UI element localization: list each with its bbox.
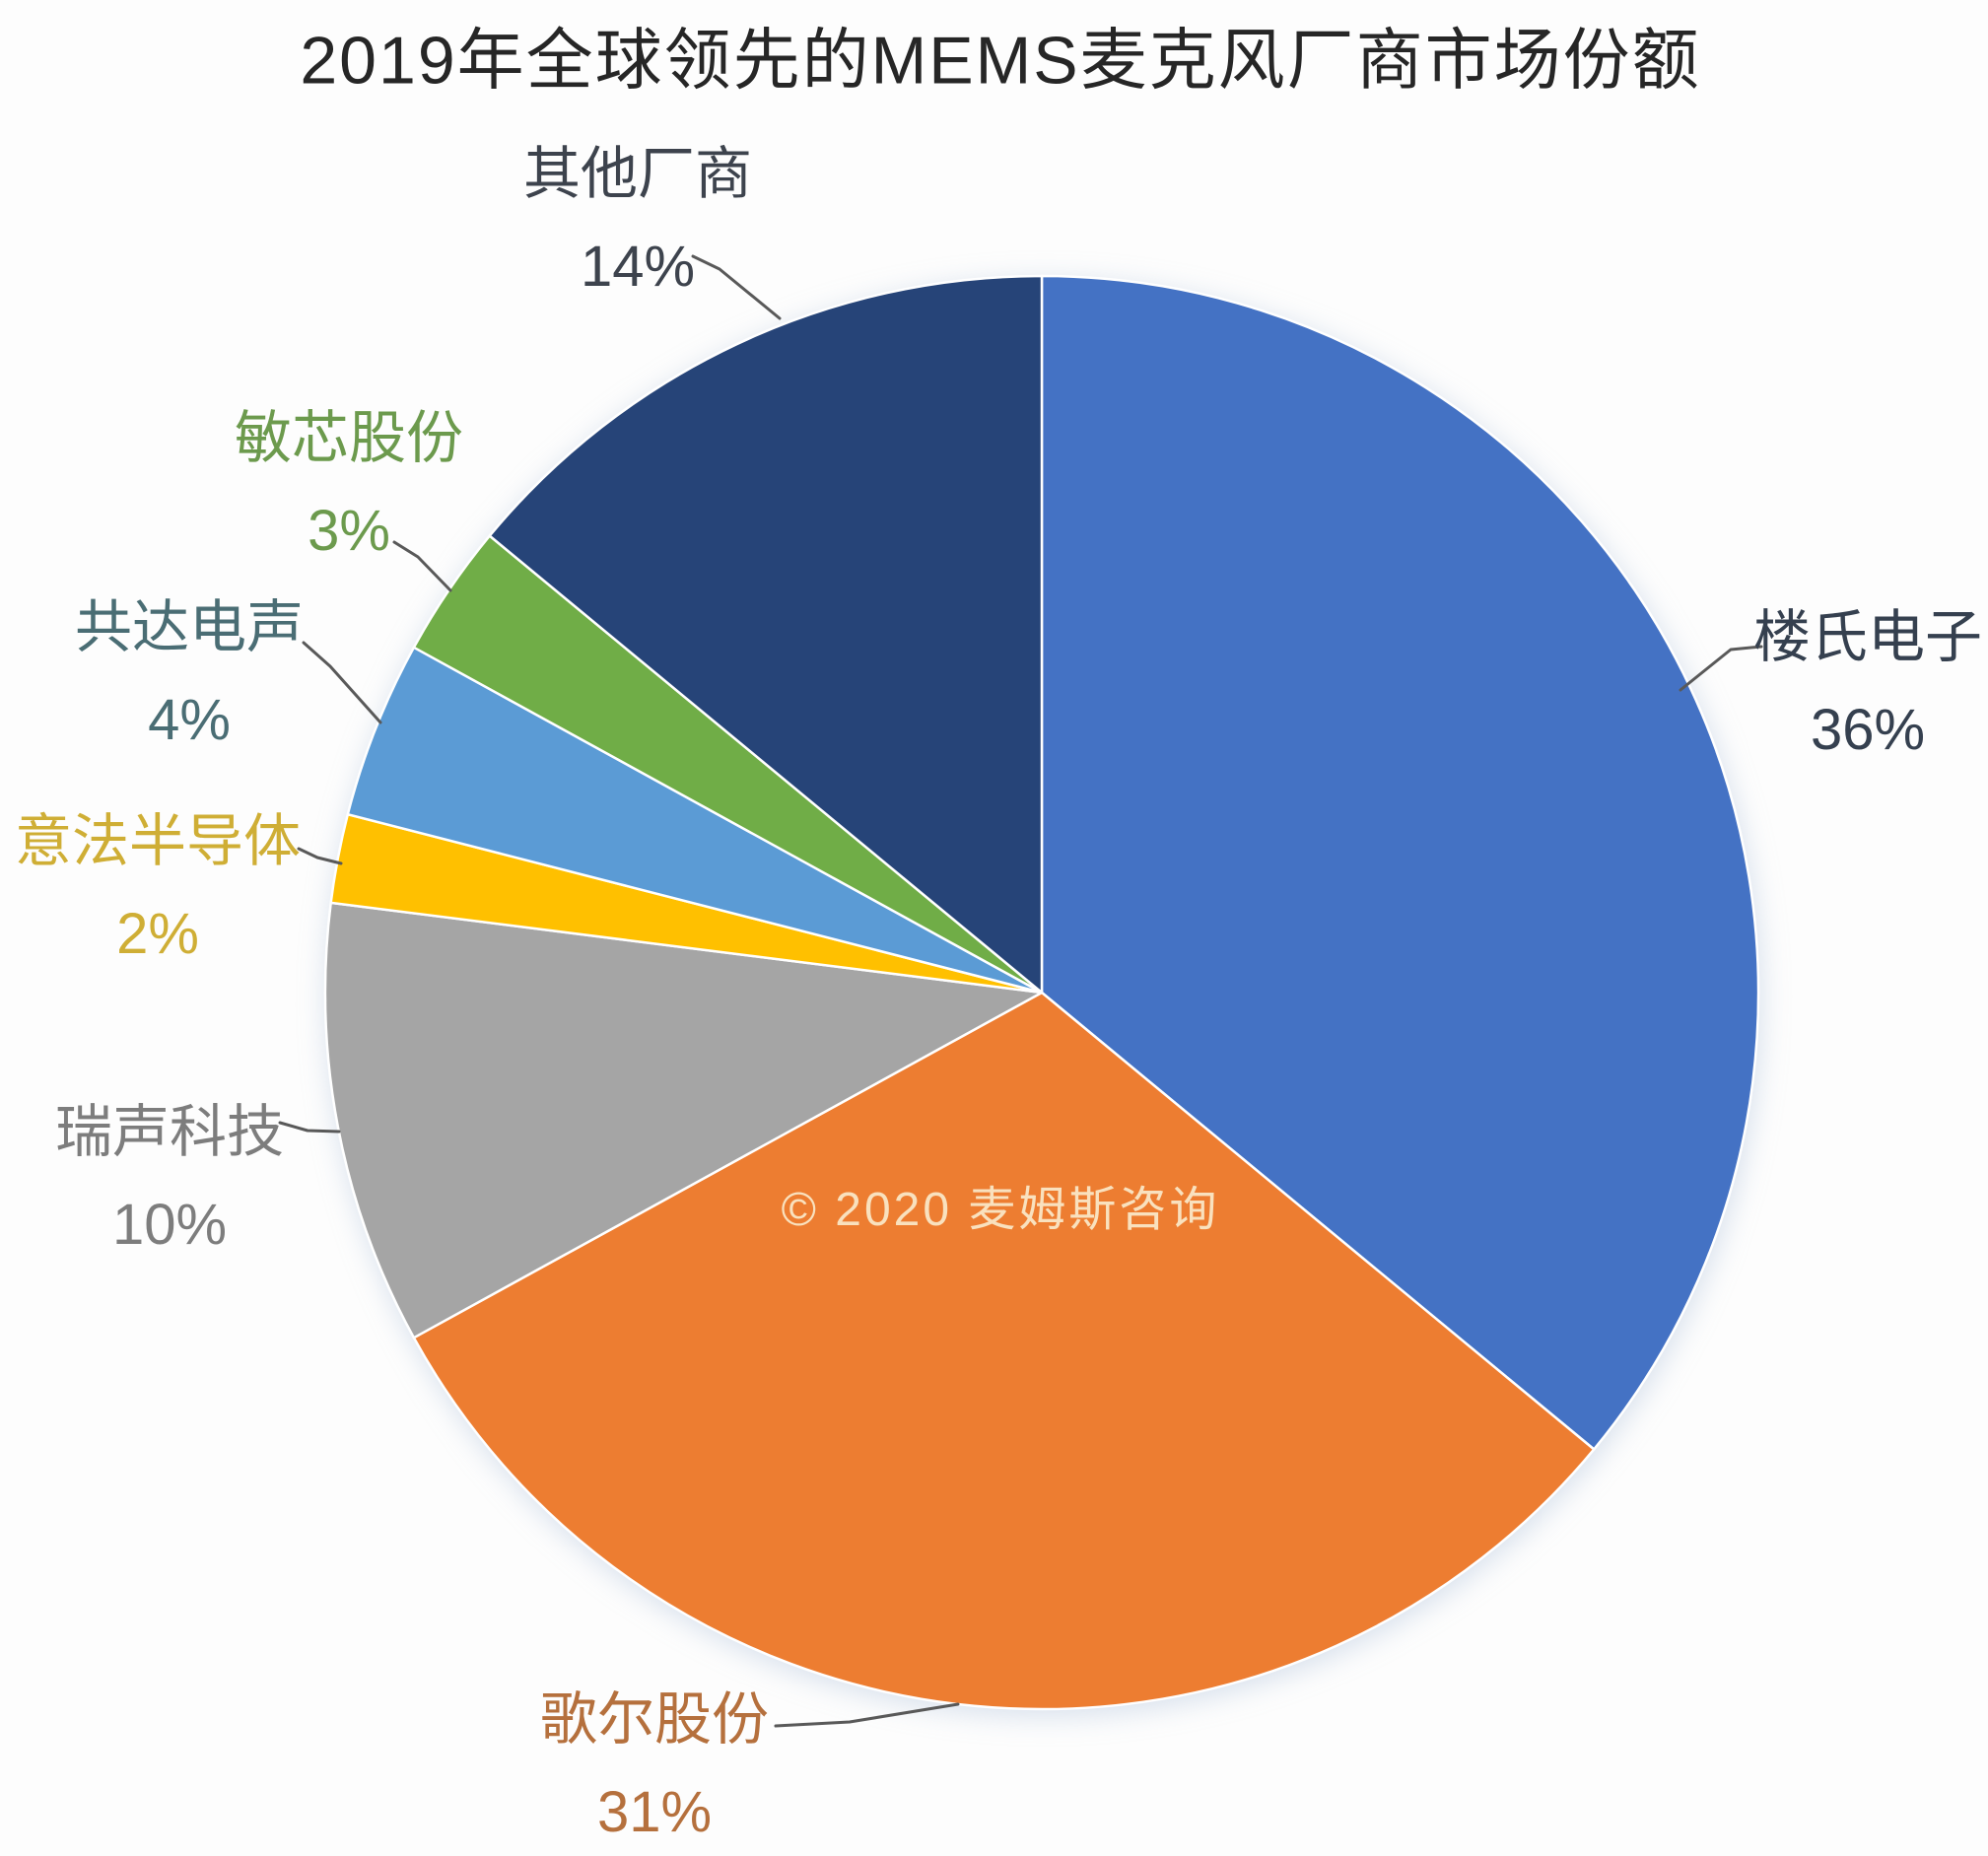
leader-lines	[278, 254, 1763, 1728]
slice-label-st: 意法半导体 2%	[15, 795, 301, 981]
slice-label-name: 瑞声科技	[54, 1100, 285, 1164]
slice-label-percent: 31%	[596, 1780, 713, 1844]
pie-slice-其他厂商[interactable]	[488, 274, 1044, 995]
leader-line-knowles	[1679, 645, 1763, 692]
slice-label-name: 歌尔股份	[539, 1687, 770, 1752]
slice-label-memsensing: 敏芯股份 3%	[235, 392, 463, 578]
slice-label-name: 共达电声	[74, 595, 305, 659]
leader-line-goertek	[774, 1702, 960, 1728]
leader-line-gettop	[302, 641, 382, 724]
slice-label-name: 意法半导体	[14, 809, 302, 873]
slice-label-percent: 4%	[148, 688, 231, 752]
pie-slice-瑞声科技[interactable]	[323, 901, 1044, 1340]
pie-slices[interactable]	[323, 274, 1760, 1711]
leader-line-others	[691, 254, 782, 320]
slice-label-percent: 2%	[116, 902, 199, 966]
slice-label-knowles: 楼氏电子 36%	[1753, 591, 1982, 777]
slice-label-name: 楼氏电子	[1752, 605, 1983, 669]
slice-label-name: 其他厂商	[522, 142, 753, 206]
watermark: © 2020 麦姆斯咨询	[781, 1184, 1220, 1236]
slice-label-percent: 14%	[580, 235, 696, 299]
slice-label-percent: 3%	[308, 499, 390, 563]
slice-label-aac: 瑞声科技 10%	[55, 1086, 284, 1272]
slice-label-gettop: 共达电声 4%	[75, 582, 304, 767]
leader-line-memsensing	[392, 540, 452, 592]
leader-line-aac	[278, 1121, 341, 1134]
leader-line-st	[297, 847, 343, 865]
slice-label-percent: 10%	[111, 1193, 228, 1257]
slice-label-percent: 36%	[1810, 698, 1926, 762]
pie-slice-楼氏电子[interactable]	[1040, 274, 1760, 1451]
pie-slice-共达电声[interactable]	[346, 646, 1044, 995]
chart-title: 2019年全球领先的MEMS麦克风厂商市场份额	[300, 23, 1701, 99]
pie-slice-歌尔股份[interactable]	[412, 991, 1596, 1711]
slice-label-name: 敏芯股份	[234, 406, 464, 470]
slice-label-others: 其他厂商 14%	[523, 128, 752, 313]
slice-label-goertek: 歌尔股份 31%	[540, 1674, 769, 1856]
